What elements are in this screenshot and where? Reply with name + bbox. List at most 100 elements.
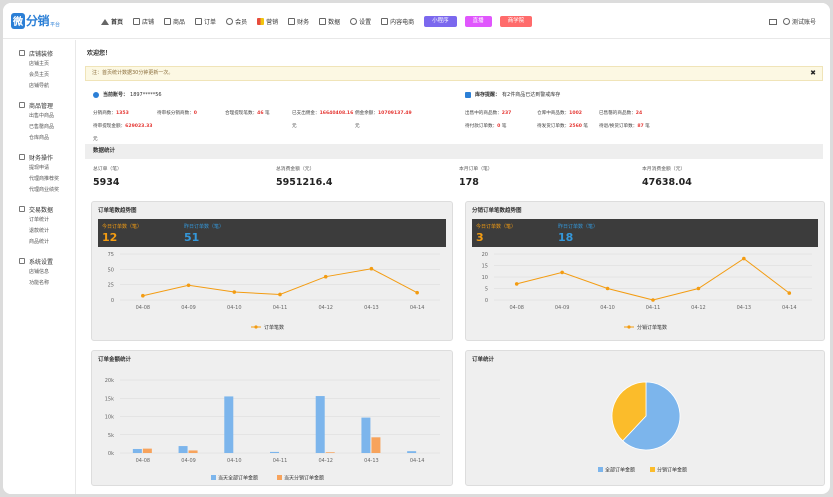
- dist-kpi: 今日订单数（笔） 3 昨日订单数（笔） 18: [472, 219, 818, 247]
- member-icon: [226, 18, 234, 25]
- orders-trend-panel: 订单笔数趋势图 今日订单数（笔） 12 昨日订单数（笔） 51 0 25 50 75 0…: [91, 201, 453, 341]
- legend-item[interactable]: 当天全部订单金额: [211, 475, 258, 482]
- x-tick-label: 04-11: [646, 305, 661, 311]
- sidebar-item[interactable]: 店铺导航: [29, 83, 50, 89]
- stat-item: 合理提现笔数：46 笔: [225, 110, 270, 116]
- sidebar-item[interactable]: 订单统计: [29, 217, 50, 223]
- x-tick-label: 04-09: [181, 458, 196, 464]
- account-name[interactable]: 测试账号: [791, 19, 816, 26]
- sidebar-group-head[interactable]: 商品管理: [3, 99, 75, 111]
- data-icon: [319, 18, 327, 25]
- stat-item: 待退/换货订单数：87 笔: [599, 123, 650, 129]
- data-point: [415, 290, 419, 295]
- sidebar-group: 财务操作提现申请代理商推荐奖 代理商业绩奖: [3, 151, 75, 196]
- sidebar-item[interactable]: 功能名称: [29, 280, 50, 286]
- sidebar-item[interactable]: 提现申请: [29, 165, 50, 171]
- stat-card: 本月订单（笔） 178: [459, 165, 493, 188]
- sidebar-group-title: 交易数据: [29, 206, 54, 214]
- legend[interactable]: 分销订单笔数: [624, 324, 667, 331]
- nav-pill-0[interactable]: 小程序: [424, 16, 457, 27]
- stock-text: 有2件商品已达到警戒库存: [502, 92, 561, 98]
- logo[interactable]: 微 分销 平台: [11, 12, 60, 29]
- nav-label: 财务: [297, 19, 310, 26]
- stat-value: 0: [193, 111, 197, 116]
- sidebar-item[interactable]: 退款统计: [29, 228, 50, 234]
- nav-pill-2[interactable]: 商学院: [499, 16, 533, 27]
- stat-card-value: 5951216.4: [276, 177, 333, 188]
- nav-item-3[interactable]: 订单: [195, 17, 216, 26]
- x-tick-label: 04-09: [181, 305, 196, 311]
- notice-text: 注：首页统计数据30分钟更新一次。: [92, 70, 174, 76]
- header-right: 测试账号: [768, 17, 816, 26]
- sidebar-item[interactable]: 已售罄商品: [29, 124, 55, 130]
- sidebar-group-head[interactable]: 系统设置: [3, 255, 75, 267]
- account-info: 当前账号： 1897*****56: [93, 91, 162, 98]
- nav-item-0[interactable]: 首页: [101, 17, 123, 26]
- data-point: [787, 291, 792, 295]
- stat-card-value: 47638.04: [642, 177, 692, 188]
- stat-card-label: 总订单（笔）: [93, 167, 122, 172]
- nav-item-7[interactable]: 数据: [319, 17, 340, 26]
- nav-item-4[interactable]: 会员: [226, 17, 247, 26]
- panel-title: 分销订单笔数趋势图: [472, 208, 522, 214]
- x-tick-label: 04-13: [364, 458, 379, 464]
- data-point: [323, 274, 328, 279]
- legend-item[interactable]: 全部订单金额: [598, 467, 635, 474]
- x-tick-label: 04-08: [136, 305, 151, 311]
- stat-label: 分销商数：: [93, 111, 116, 116]
- nav-label: 内容电商: [390, 19, 415, 26]
- legend-item[interactable]: 当天分销订单金额: [277, 475, 324, 482]
- sidebar-item[interactable]: 仓库商品: [29, 135, 50, 141]
- y-tick-label: 10: [482, 275, 488, 281]
- sidebar-group-head[interactable]: 店铺装修: [3, 47, 75, 59]
- sidebar-group-head[interactable]: 交易数据: [3, 203, 75, 215]
- data-point: [560, 270, 564, 275]
- stat-label: 已售罄的商品数：: [599, 111, 636, 116]
- y-tick-label: 20: [482, 252, 488, 258]
- nav-item-9[interactable]: 内容电商: [381, 17, 414, 26]
- x-tick-label: 04-14: [410, 458, 425, 464]
- stat-value: 87: [637, 124, 644, 129]
- x-tick-label: 04-11: [273, 305, 288, 311]
- today-dist-value: 3: [476, 231, 484, 244]
- sidebar-item[interactable]: 会员主页: [29, 72, 50, 78]
- stat-item: 已售罄的商品数：24: [599, 110, 642, 116]
- y-tick-label: 10k: [105, 415, 114, 421]
- legend-label: 订单笔数: [264, 324, 284, 331]
- legend-item[interactable]: 分销订单金额: [650, 467, 687, 474]
- stat-card-label: 本月订单（笔）: [459, 167, 493, 172]
- settings-icon: [350, 18, 358, 25]
- sidebar-item[interactable]: 代理商推荐奖: [29, 176, 60, 182]
- stat-suffix: 笔: [581, 124, 589, 129]
- stat-card: 总消费金额（元） 5951216.4: [276, 165, 333, 188]
- welcome-text: 欢迎您！: [87, 50, 112, 57]
- sidebar-item[interactable]: 代理商业绩奖: [29, 187, 60, 193]
- nav-item-6[interactable]: 财务: [288, 17, 309, 26]
- sidebar-item[interactable]: 店铺信息: [29, 269, 50, 275]
- stat-item: 佣金余额：10709137.49: [355, 110, 412, 116]
- nav-item-1[interactable]: 店铺: [133, 17, 154, 26]
- x-tick-label: 04-12: [318, 305, 333, 311]
- mail-icon[interactable]: [768, 18, 777, 25]
- nav-label: 店铺: [142, 19, 155, 26]
- account-label: 当前账号：: [103, 92, 129, 98]
- legend[interactable]: 订单笔数: [251, 324, 284, 331]
- sidebar-item[interactable]: 出售中商品: [29, 113, 55, 119]
- bar: [224, 396, 234, 453]
- data-point: [141, 293, 145, 298]
- pie-slice: [611, 381, 647, 442]
- sidebar-item[interactable]: 商品统计: [29, 239, 50, 245]
- nav-item-5[interactable]: 营销: [257, 17, 278, 26]
- close-icon[interactable]: ✖: [810, 69, 816, 77]
- x-tick-label: 04-11: [273, 458, 288, 464]
- goods-icon: [164, 18, 172, 25]
- x-tick-label: 04-08: [136, 458, 151, 464]
- nav-item-2[interactable]: 商品: [164, 17, 185, 26]
- brush-icon: [19, 50, 25, 56]
- data-point: [232, 290, 237, 294]
- sidebar-item[interactable]: 店铺主页: [29, 61, 50, 67]
- nav-item-8[interactable]: 设置: [350, 17, 371, 26]
- sidebar: 店铺装修店铺主页会员主页店铺导航商品管理出售中商品已售罄商品仓库商品财务操作提现…: [3, 40, 76, 494]
- sidebar-group-head[interactable]: 财务操作: [3, 151, 75, 163]
- nav-pill-1[interactable]: 直播: [464, 16, 492, 27]
